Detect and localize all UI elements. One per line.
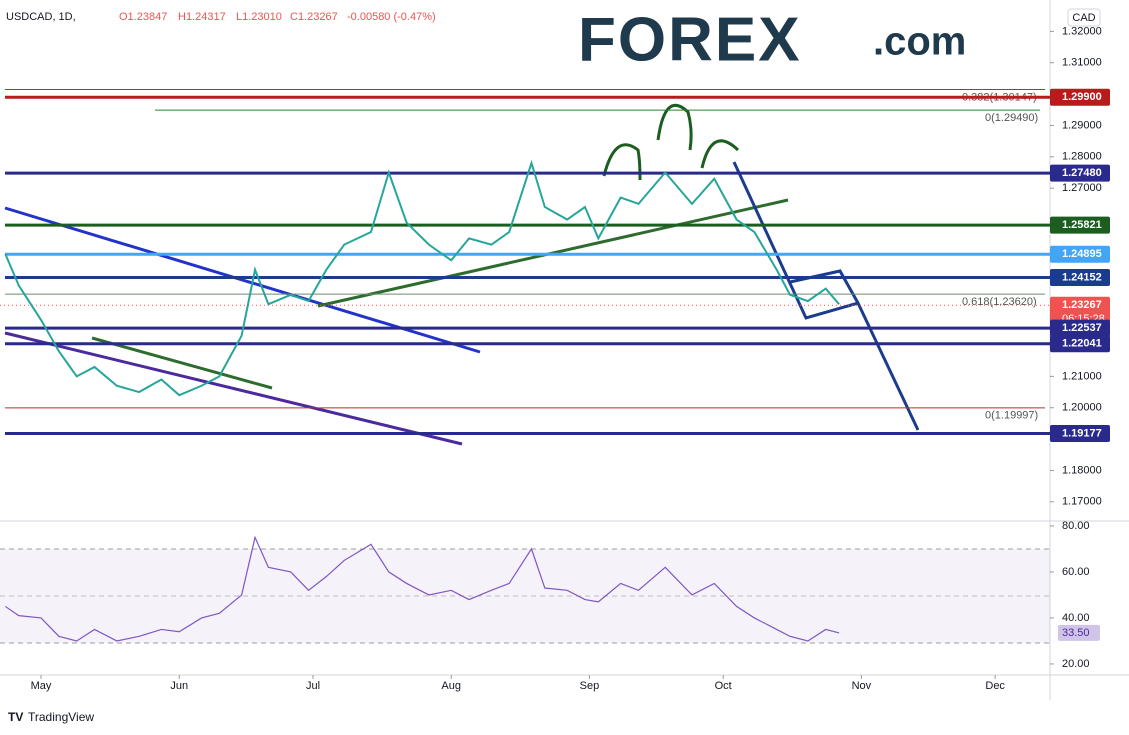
trend-line	[91, 336, 273, 390]
level-box	[1050, 216, 1110, 234]
level-box	[1050, 296, 1110, 327]
y-tick-label: 1.21000	[1062, 370, 1102, 382]
level-label: 1.22537	[1062, 322, 1102, 334]
y-tick-label: 1.28000	[1062, 151, 1102, 163]
rsi-tick-label: 40.00	[1062, 612, 1090, 624]
price-line	[4, 159, 840, 397]
y-tick-label: 1.32000	[1062, 25, 1102, 37]
x-tick-label: Nov	[852, 680, 872, 692]
level-box	[1050, 88, 1110, 106]
x-tick-label: May	[31, 680, 52, 692]
footer-icon: TV	[8, 710, 23, 724]
level-label: 1.22041	[1062, 338, 1102, 350]
level-box	[1050, 335, 1110, 353]
level-label: 1.24152	[1062, 271, 1102, 283]
y-tick-label: 1.18000	[1062, 464, 1102, 476]
level-label: 1.27480	[1062, 167, 1102, 179]
level-box	[1050, 319, 1110, 337]
level-label: 1.23267	[1062, 299, 1102, 311]
rsi-current-label: 33.50	[1062, 627, 1090, 639]
x-tick-label: Oct	[715, 680, 732, 692]
logo-brand: FOREX	[578, 5, 802, 74]
rsi-tick-label: 20.00	[1062, 658, 1090, 670]
x-tick-label: Jul	[306, 680, 320, 692]
y-tick-label: 1.20000	[1062, 402, 1102, 414]
rsi-line	[5, 535, 840, 642]
fib-label: 0.618(1.23620)	[962, 296, 1037, 308]
logo-suffix: .com	[873, 20, 966, 64]
rsi-tick-label: 80.00	[1062, 520, 1090, 532]
level-label: 1.24895	[1062, 248, 1102, 260]
ohlc-change: -0.00580 (-0.47%)	[347, 11, 436, 23]
y-tick-label: 1.27000	[1062, 182, 1102, 194]
level-label: 1.25821	[1062, 219, 1102, 231]
head-shoulders	[656, 103, 693, 151]
rsi-current-box	[1058, 624, 1100, 641]
y-tick-label: 1.17000	[1062, 496, 1102, 508]
x-tick-label: Dec	[985, 680, 1005, 692]
level-box	[1050, 425, 1110, 443]
ohlc-open: O1.23847	[119, 11, 167, 23]
head-shoulders	[602, 143, 642, 181]
forecast-path	[732, 161, 920, 431]
fib-label: 0(1.29490)	[985, 112, 1038, 124]
level-label: 1.29900	[1062, 91, 1102, 103]
fib-label: 0(1.19997)	[985, 410, 1038, 422]
currency: CAD	[1072, 12, 1095, 24]
x-tick-label: Sep	[580, 680, 600, 692]
level-label: 1.19177	[1062, 427, 1102, 439]
currency-box	[1067, 8, 1101, 27]
ohlc-high: H1.24317	[178, 11, 226, 23]
ohlc-low: L1.23010	[236, 11, 282, 23]
x-tick-label: Jun	[170, 680, 188, 692]
x-tick-label: Aug	[441, 680, 461, 692]
trend-line	[4, 331, 463, 446]
level-box	[1050, 245, 1110, 263]
y-tick-label: 1.31000	[1062, 57, 1102, 69]
level-box	[1050, 269, 1110, 287]
y-tick-label: 1.29000	[1062, 119, 1102, 131]
footer: TradingView	[28, 710, 94, 724]
ohlc-close: C1.23267	[290, 11, 338, 23]
head-shoulders	[700, 139, 740, 169]
rsi-tick-label: 60.00	[1062, 566, 1090, 578]
symbol: USDCAD, 1D,	[6, 11, 76, 23]
level-box	[1050, 164, 1110, 182]
